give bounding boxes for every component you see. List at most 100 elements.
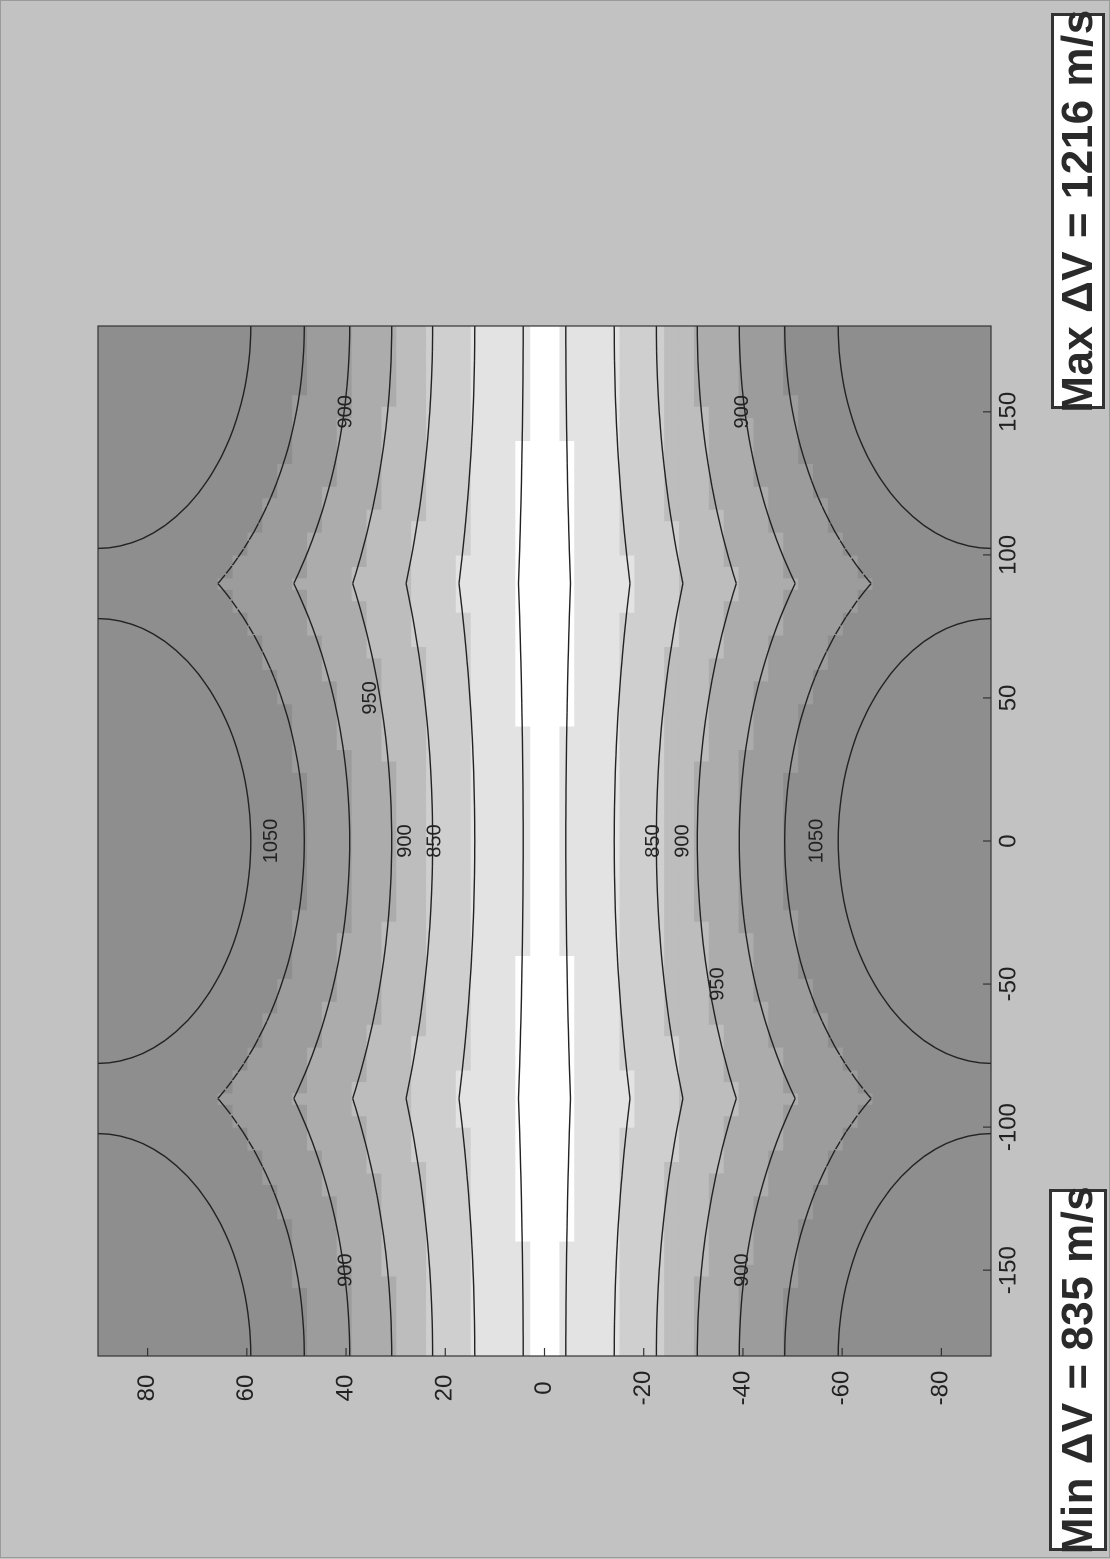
- contour-cell: [217, 829, 233, 842]
- contour-cell: [663, 1241, 680, 1254]
- contour-cell: [976, 898, 991, 911]
- contour-cell: [961, 646, 977, 659]
- contour-cell: [217, 738, 233, 751]
- contour-cell: [217, 1310, 233, 1323]
- contour-cell: [857, 429, 873, 442]
- contour-cell: [946, 554, 962, 567]
- contour-cell: [574, 577, 590, 590]
- contour-cell: [336, 1275, 352, 1288]
- contour-cell: [351, 486, 367, 499]
- contour-cell: [782, 463, 799, 476]
- contour-cell: [633, 417, 650, 430]
- contour-cell: [157, 1024, 174, 1037]
- contour-cell: [172, 474, 188, 487]
- contour-cell: [202, 497, 218, 510]
- contour-cell: [142, 1069, 159, 1082]
- contour-cell: [693, 1218, 709, 1231]
- contour-cell: [380, 451, 397, 464]
- contour-cell: [827, 1344, 843, 1356]
- contour-cell: [291, 1035, 307, 1048]
- contour-cell: [440, 417, 456, 430]
- contour-cell: [886, 1344, 903, 1356]
- contour-cell: [484, 1081, 501, 1094]
- contour-cell: [782, 829, 799, 842]
- contour-cell: [723, 955, 739, 968]
- contour-cell: [737, 532, 754, 545]
- contour-cell: [589, 1195, 605, 1208]
- contour-cell: [276, 1058, 293, 1071]
- contour-cell: [604, 1195, 620, 1208]
- contour-cell: [737, 989, 754, 1002]
- contour-cell: [395, 1184, 412, 1197]
- contour-cell: [395, 680, 412, 693]
- contour-cell: [351, 1184, 367, 1197]
- contour-cell: [871, 1321, 888, 1334]
- contour-cell: [678, 646, 694, 659]
- contour-cell: [961, 726, 977, 739]
- contour-cell: [648, 1161, 665, 1174]
- contour-cell: [380, 1104, 397, 1117]
- contour-cell: [633, 360, 650, 373]
- contour-cell: [663, 1104, 680, 1117]
- contour-cell: [574, 989, 590, 1002]
- contour-cell: [127, 749, 144, 762]
- contour-cell: [231, 532, 248, 545]
- contour-cell: [395, 863, 412, 876]
- contour-cell: [723, 406, 739, 419]
- contour-cell: [648, 1150, 665, 1163]
- contour-cell: [261, 978, 278, 991]
- contour-cell: [351, 852, 367, 865]
- contour-cell: [336, 1207, 352, 1220]
- contour-cell: [871, 875, 888, 888]
- contour-cell: [246, 875, 263, 888]
- contour-cell: [425, 520, 441, 533]
- contour-cell: [261, 1241, 278, 1254]
- contour-cell: [127, 1150, 144, 1163]
- contour-cell: [693, 738, 709, 751]
- contour-cell: [871, 1115, 888, 1128]
- contour-cell: [440, 623, 456, 636]
- contour-cell: [559, 1264, 575, 1277]
- contour-cell: [752, 383, 769, 396]
- contour-cell: [127, 738, 144, 751]
- contour-cell: [306, 646, 322, 659]
- contour-cell: [484, 955, 501, 968]
- contour-cell: [499, 783, 516, 796]
- contour-cell: [737, 451, 754, 464]
- contour-cell: [425, 1253, 441, 1266]
- contour-cell: [231, 486, 248, 499]
- contour-cell: [752, 429, 769, 442]
- contour-cell: [470, 1069, 486, 1082]
- contour-cell: [708, 795, 724, 808]
- contour-cell: [737, 1184, 754, 1197]
- contour-cell: [365, 348, 382, 361]
- contour-cell: [395, 966, 412, 979]
- contour-cell: [857, 1047, 873, 1060]
- contour-cell: [663, 955, 680, 968]
- contour-cell: [916, 1310, 933, 1323]
- contour-cell: [827, 1218, 843, 1231]
- contour-cell: [604, 600, 620, 613]
- contour-cell: [112, 1012, 129, 1025]
- contour-cell: [782, 1230, 799, 1243]
- contour-cell: [291, 955, 307, 968]
- contour-cell: [187, 886, 203, 899]
- contour-cell: [455, 406, 471, 419]
- contour-cell: [589, 360, 605, 373]
- contour-cell: [633, 1264, 650, 1277]
- contour-cell: [187, 898, 203, 911]
- contour-cell: [723, 497, 739, 510]
- contour-cell: [976, 1081, 991, 1094]
- contour-cell: [395, 1024, 412, 1037]
- contour-cell: [187, 966, 203, 979]
- contour-cell: [440, 863, 456, 876]
- contour-cell: [901, 1058, 918, 1071]
- contour-cell: [931, 1275, 947, 1288]
- contour-cell: [351, 875, 367, 888]
- contour-cell: [395, 841, 412, 854]
- contour-cell: [723, 1001, 739, 1014]
- contour-cell: [246, 795, 263, 808]
- contour-cell: [871, 1264, 888, 1277]
- contour-cell: [142, 978, 159, 991]
- contour-cell: [886, 1321, 903, 1334]
